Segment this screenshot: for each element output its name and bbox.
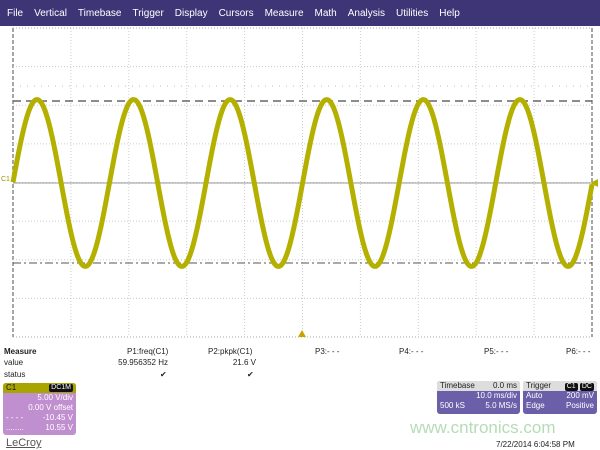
- waveform-grid: C1: [1, 27, 598, 338]
- menu-file[interactable]: File: [7, 7, 24, 19]
- check-icon: ✔: [247, 370, 254, 379]
- trigger-type: Edge: [526, 401, 545, 410]
- measure-value-label: value: [4, 358, 24, 367]
- measure-status-label: status: [4, 370, 26, 379]
- param-p4[interactable]: P4:- - -: [399, 347, 424, 356]
- sample-count: 500 kS: [440, 401, 465, 410]
- param-p2-value: 21.6 V: [232, 358, 256, 367]
- timebase-title: Timebase: [440, 381, 475, 390]
- param-p1-value: 59.956352 Hz: [118, 358, 168, 367]
- menu-cursors[interactable]: Cursors: [218, 7, 254, 19]
- param-p5[interactable]: P5:- - -: [484, 347, 509, 356]
- trigger-slope: Positive: [565, 401, 594, 410]
- lecroy-logo: LeCroy: [6, 437, 42, 449]
- timebase-descriptor[interactable]: Timebase 0.0 ms 10.0 ms/div 500 kS 5.0 MS/…: [437, 381, 520, 414]
- check-icon: ✔: [160, 370, 167, 379]
- trigger-source: C1: [564, 383, 578, 391]
- timestamp: 7/22/2014 6:04:58 PM: [496, 440, 575, 449]
- menu-vertical[interactable]: Vertical: [34, 7, 67, 19]
- menu-help[interactable]: Help: [439, 7, 460, 19]
- trigger-mode: Auto: [526, 391, 543, 400]
- trigger-descriptor[interactable]: Trigger C1 DC Auto 200 mV Edge Positive: [523, 381, 597, 414]
- volts-per-div: 5.00 V/div: [37, 393, 73, 402]
- menu-measure[interactable]: Measure: [264, 7, 304, 19]
- trigger-title: Trigger: [526, 381, 552, 390]
- param-p1[interactable]: P1:freq(C1): [127, 347, 169, 356]
- time-per-div: 10.0 ms/div: [476, 391, 517, 400]
- channel-name: C1: [6, 383, 17, 392]
- cursor2-symbol: ........: [6, 423, 24, 432]
- channel-c1-marker: C1: [1, 176, 10, 183]
- channel-c1-trace: [10, 97, 595, 269]
- param-p2[interactable]: P2:pkpk(C1): [208, 347, 253, 356]
- menu-analysis[interactable]: Analysis: [347, 7, 385, 19]
- cursor1-value: -10.45 V: [42, 413, 73, 422]
- menu-trigger[interactable]: Trigger: [132, 7, 164, 19]
- watermark: www.cntronics.com: [410, 418, 556, 437]
- sample-rate: 5.0 MS/s: [485, 401, 517, 410]
- trigger-level: 200 mV: [566, 391, 594, 400]
- menu-utilities[interactable]: Utilities: [395, 7, 429, 19]
- cursor1-symbol: - - - -: [6, 413, 24, 422]
- menu-display[interactable]: Display: [174, 7, 208, 19]
- menu-timebase[interactable]: Timebase: [77, 7, 122, 19]
- channel-c1-descriptor[interactable]: C1 DC1M 5.00 V/div 0.00 V offset - - - - -…: [3, 383, 76, 435]
- trigger-position-marker: [298, 330, 306, 337]
- trigger-level-marker: [590, 179, 598, 187]
- offset: 0.00 V offset: [28, 403, 73, 412]
- cursor2-value: 10.55 V: [45, 423, 73, 432]
- param-p6[interactable]: P6:- - -: [566, 347, 591, 356]
- timebase-delay: 0.0 ms: [492, 381, 517, 390]
- param-p3[interactable]: P3:- - -: [315, 347, 340, 356]
- trigger-coupling: DC: [579, 383, 594, 391]
- coupling-badge: DC1M: [49, 384, 73, 392]
- measure-title: Measure: [4, 347, 37, 356]
- menu-bar: File Vertical Timebase Trigger Display C…: [0, 0, 600, 26]
- menu-math[interactable]: Math: [314, 7, 337, 19]
